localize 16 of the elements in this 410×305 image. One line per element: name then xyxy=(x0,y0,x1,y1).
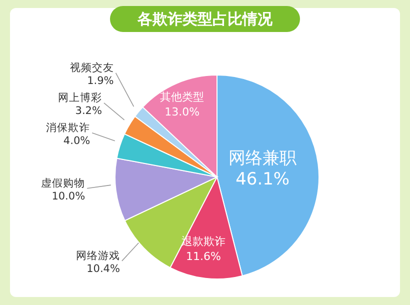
slice-label: 消保欺诈 xyxy=(46,120,90,134)
data-label: 10.0% xyxy=(52,190,86,202)
slice-label: 网络游戏 xyxy=(76,248,120,262)
data-label: 46.1% xyxy=(236,170,290,190)
data-label: 1.9% xyxy=(87,74,114,87)
chart-title: 各欺诈类型占比情况 xyxy=(110,6,300,32)
data-label: 13.0% xyxy=(164,106,200,119)
slice-label: 其他类型 xyxy=(160,90,204,104)
slice-label: 视频交友 xyxy=(70,60,114,74)
slice-label: 虚假购物 xyxy=(41,176,86,190)
data-label: 3.2% xyxy=(75,104,102,117)
data-label: 10.4% xyxy=(86,262,120,275)
data-label: 4.0% xyxy=(63,134,90,147)
data-label: 11.6% xyxy=(186,250,221,263)
slice-label: 网上博彩 xyxy=(58,90,102,104)
slice-label: 网络兼职 xyxy=(228,148,297,169)
